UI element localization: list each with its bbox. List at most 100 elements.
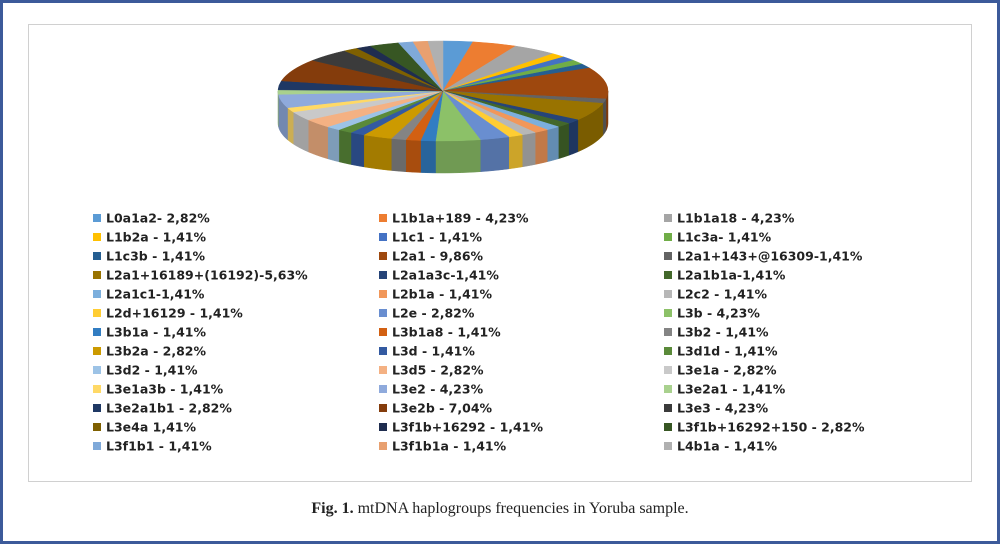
legend-swatch [664,309,672,317]
legend-label: L3e1a3b - 1,41% [106,382,224,397]
legend-label: L2b1a - 1,41% [392,287,492,302]
legend-label: L3d5 - 2,82% [392,363,484,378]
legend-label: L3b2a - 2,82% [106,344,206,359]
legend-swatch [379,385,387,393]
legend-label: L1b2a - 1,41% [106,230,206,245]
pie-slice [427,40,444,92]
legend-label: L3f1b1 - 1,41% [106,439,212,454]
legend-label: L3b2 - 1,41% [677,325,769,340]
legend-swatch [664,233,672,241]
slice-side [546,126,559,163]
legend-swatch [664,347,672,355]
legend-swatch [664,328,672,336]
legend-label: L1b1a+189 - 4,23% [392,211,529,226]
legend-swatch [664,385,672,393]
legend-label: L3e1a - 2,82% [677,363,777,378]
pie-slice [442,67,609,100]
slice-side [338,129,352,165]
legend-swatch [379,328,387,336]
legend-swatch [664,366,672,374]
legend-swatch [379,233,387,241]
slice-side [350,132,365,168]
legend-label: L3e2 - 4,23% [392,382,484,397]
slice-side [363,134,392,171]
legend-swatch [379,290,387,298]
legend-swatch [93,442,101,450]
legend-swatch [379,271,387,279]
legend-label: L1c3a- 1,41% [677,230,772,245]
legend-label: L2a1+16189+(16192)-5,63% [106,268,308,283]
legend-swatch [93,366,101,374]
legend-label: L3e2a1b1 - 2,82% [106,401,232,416]
slice-side [327,126,340,163]
legend-label: L3b1a - 1,41% [106,325,206,340]
legend-swatch [93,309,101,317]
legend-label: L3f1b+16292+150 - 2,82% [677,420,865,435]
legend-label: L3f1b+16292 - 1,41% [392,420,543,435]
legend-swatch [664,442,672,450]
slice-side [391,138,407,172]
legend-label: L1b1a18 - 4,23% [677,211,795,226]
legend-label: L2e - 2,82% [392,306,475,321]
slice-side [420,140,436,174]
legend-swatch [379,366,387,374]
legend-label: L4b1a - 1,41% [677,439,777,454]
legend-swatch [664,423,672,431]
legend-label: L2a1+143+@16309-1,41% [677,249,863,264]
legend-swatch [93,423,101,431]
legend-label: L3b - 4,23% [677,306,760,321]
legend-swatch [93,404,101,412]
slice-side [435,139,481,174]
legend-label: L2c2 - 1,41% [677,287,768,302]
legend-label: L3e2a1 - 1,41% [677,382,786,397]
legend-swatch [379,423,387,431]
legend-swatch [379,252,387,260]
legend-swatch [93,214,101,222]
legend-swatch [664,271,672,279]
legend-label: L0a1a2- 2,82% [106,211,210,226]
legend-swatch [379,214,387,222]
legend-label: L2a1 - 9,86% [392,249,484,264]
legend-label: L1c1 - 1,41% [392,230,483,245]
legend-swatch [379,442,387,450]
legend-swatch [664,404,672,412]
legend-swatch [93,328,101,336]
legend-swatch [664,214,672,222]
legend-swatch [379,309,387,317]
legend-swatch [664,252,672,260]
caption-text: mtDNA haplogroups frequencies in Yoruba … [357,500,689,517]
legend-label: L3e3 - 4,23% [677,401,769,416]
slice-side [480,136,510,172]
slice-side [287,107,294,145]
slice-side [405,139,421,173]
legend-label: L2a1a3c-1,41% [392,268,499,283]
legend-swatch [93,271,101,279]
legend-label: L3e2b - 7,04% [392,401,493,416]
slice-side [522,132,536,168]
legend-label: L3b1a8 - 1,41% [392,325,501,340]
slice-side [558,123,569,160]
chart: L0a1a2- 2,82% L1b1a+189 - 4,23% L1b1a18 - … [93,40,865,454]
legend-label: L3d2 - 1,41% [106,363,198,378]
legend-swatch [664,290,672,298]
slice-side [602,98,607,137]
legend-label: L2a1c1-1,41% [106,287,205,302]
legend-swatch [93,385,101,393]
slice-side [568,119,579,156]
legend-swatch [93,347,101,355]
legend-label: L2a1b1a-1,41% [677,268,786,283]
legend-swatch [93,252,101,260]
legend-swatch [93,233,101,241]
legend-label: L3d - 1,41% [392,344,475,359]
slice-side [508,134,523,170]
legend-label: L1c3b - 1,41% [106,249,205,264]
legend-swatch [379,347,387,355]
legend-label: L3d1d - 1,41% [677,344,778,359]
legend-swatch [93,290,101,298]
legend-label: L3f1b1a - 1,41% [392,439,507,454]
caption: Fig. 1. mtDNA haplogroups frequencies in… [3,500,997,518]
caption-label: Fig. 1. [311,500,354,517]
slice-side [534,129,548,165]
legend-swatch [379,404,387,412]
